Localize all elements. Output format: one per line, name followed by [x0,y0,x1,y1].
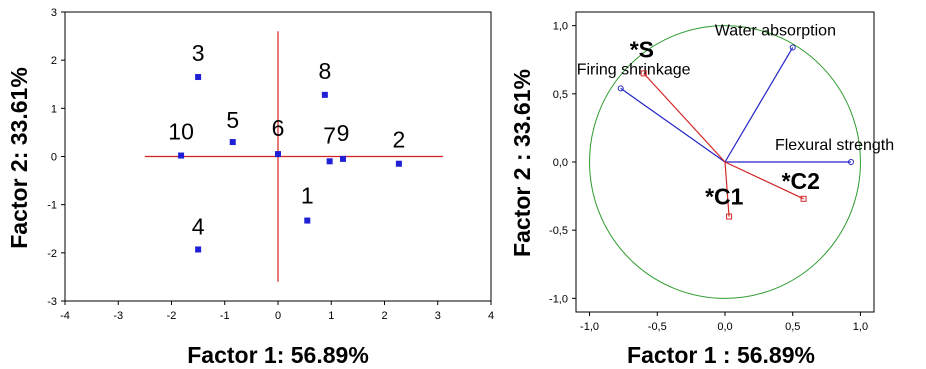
right-x-tick-label: -1,0 [580,321,599,333]
left-x-tick-label: 4 [488,310,494,322]
left-point-marker [195,246,202,253]
left-point-label: 9 [337,120,350,146]
left-y-axis-title: Factor 2: 33.61% [6,67,32,249]
supplementary-vector-endpoint [640,70,647,77]
active-vector-line [724,47,794,163]
supplementary-vector-endpoint [800,195,807,202]
left-axis-lines [144,31,444,282]
left-points: 3 8 5 10 6 7 9 2 1 4 [168,40,405,253]
right-y-tick-label: 0,5 [553,89,568,101]
left-x-tick-label: 1 [328,310,334,322]
right-x-ticks: -1,0 -0,5 0,0 0,5 1,0 [580,312,868,333]
left-point-marker [395,160,402,167]
correlation-circle [589,25,861,299]
left-point-marker [339,155,346,162]
left-point-label: 1 [301,183,314,209]
unit-circle [589,25,861,299]
active-vector-endpoint [789,44,796,51]
left-point-label: 5 [226,107,239,133]
left-point-label: 8 [318,58,331,84]
right-x-tick-label: 1,0 [853,321,868,333]
left-point-label: 7 [323,122,336,148]
left-y-ticks: 3 2 1 0 -1 -2 -3 [47,7,65,308]
active-vector-line [620,87,726,163]
left-x-tick-label: 0 [275,310,281,322]
active-vector-endpoint [847,159,854,165]
right-y-ticks: 1,0 0,5 0,0 -0,5 -1,0 [549,21,576,305]
left-y-tick-label: -3 [47,296,57,308]
right-x-tick-label: -0,5 [648,321,667,333]
right-y-tick-label: 0,0 [553,157,568,169]
supplementary-vector-line [643,72,726,163]
left-y-tick-label: 3 [51,7,57,19]
left-point-marker [229,139,236,146]
supplementary-variable-label: *C2 [782,168,820,194]
left-point-marker [321,91,328,98]
left-y-tick-label: -1 [47,200,57,212]
left-point-marker [275,151,281,158]
right-vectors: Water absorption Firing shrinkage Flexural… [577,22,894,220]
left-x-tick-label: -4 [60,310,70,322]
left-x-tick-label: -2 [167,310,177,322]
supplementary-vector-endpoint [726,213,733,220]
left-point-marker [178,152,185,159]
active-variable-label: Flexural strength [775,137,894,154]
left-point-marker [304,217,311,224]
left-y-tick-label: -2 [47,248,57,260]
active-variable-label: Water absorption [715,22,836,39]
supplementary-variable-label: *S [630,36,654,62]
left-x-tick-label: -3 [113,310,123,322]
left-point-label: 2 [392,127,405,153]
supplementary-vector-line [724,161,804,200]
loadings-chart: -1,0 -0,5 0,0 0,5 1,0 1,0 0,5 0,0 -0,5 -1,0 Wate… [509,11,894,368]
left-y-tick-label: 0 [51,152,57,164]
active-variable-label: Firing shrinkage [577,61,691,78]
supplementary-variable-label: *C1 [705,184,744,210]
left-point-marker [326,158,333,165]
left-point-label: 6 [272,115,285,141]
left-y-tick-label: 2 [51,55,57,67]
right-x-axis-title: Factor 1 : 56.89% [627,342,815,368]
left-point-label: 3 [192,40,205,66]
left-x-tick-label: 3 [435,310,441,322]
left-point-label: 4 [192,213,205,239]
left-x-ticks: -4 -3 -2 -1 0 1 2 3 4 [60,301,494,322]
right-y-axis-title: Factor 2 : 33.61% [509,69,535,257]
supplementary-vector-line [724,161,730,217]
left-point-marker [195,74,202,81]
active-vector-endpoint [617,85,624,92]
left-point-label: 10 [168,119,194,145]
right-x-tick-label: 0,0 [717,321,732,333]
right-y-tick-label: -0,5 [549,225,568,237]
left-x-tick-label: 2 [381,310,387,322]
left-x-axis-title: Factor 1: 56.89% [187,342,369,368]
right-y-tick-label: -1,0 [549,293,568,305]
right-x-tick-label: 0,5 [785,321,800,333]
left-x-tick-label: -1 [220,310,230,322]
right-y-tick-label: 1,0 [553,21,568,33]
left-y-tick-label: 1 [51,103,57,115]
